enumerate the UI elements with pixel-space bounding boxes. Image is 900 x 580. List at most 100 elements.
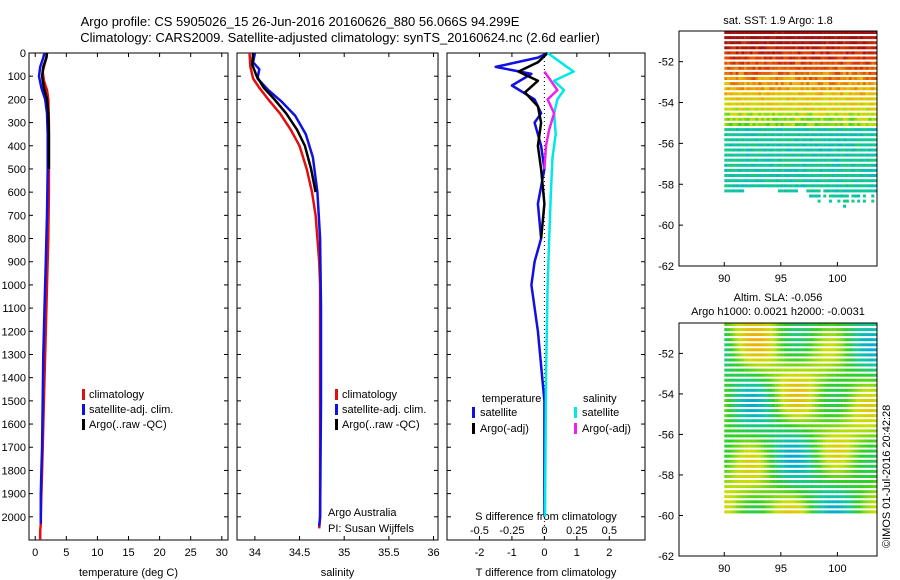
heatmap-cell [817, 373, 821, 377]
heatmap-cell [746, 148, 750, 152]
heatmap-cell [749, 56, 753, 60]
heatmap-cell [874, 383, 878, 387]
heatmap-cell [763, 102, 767, 106]
heatmap-cell [735, 189, 739, 193]
heatmap-cell [749, 490, 753, 494]
heatmap-cell [763, 323, 767, 326]
heatmap-cell [786, 353, 790, 357]
heatmap-cell [761, 102, 764, 106]
heatmap-cell [761, 333, 764, 337]
heatmap-cell [761, 454, 764, 458]
heatmap-cell [868, 348, 872, 352]
heatmap-cell [727, 174, 731, 177]
heatmap-cell [837, 143, 841, 147]
heatmap-cell [809, 51, 813, 55]
heatmap-cell [828, 409, 832, 413]
heatmap-cell [862, 495, 866, 499]
heatmap-cell [857, 102, 861, 106]
heatmap-cell [862, 348, 866, 352]
heatmap-cell [854, 338, 858, 342]
heatmap-cell [800, 138, 804, 142]
heatmap-cell [763, 128, 767, 132]
heatmap-cell [800, 51, 804, 55]
heatmap-cell [775, 459, 779, 463]
heatmap-cell [795, 444, 798, 448]
heatmap-cell [828, 505, 832, 509]
heatmap-cell [789, 61, 793, 65]
heatmap-cell [795, 414, 798, 418]
heatmap-cell [789, 189, 793, 193]
heatmap-cell [868, 363, 872, 367]
heatmap-cell [763, 414, 767, 418]
heatmap-cell [843, 475, 847, 478]
heatmap-cell [854, 475, 858, 478]
heatmap-cell [763, 444, 767, 448]
heatmap-cell [874, 495, 878, 499]
heatmap-cell [772, 449, 776, 453]
heatmap-cell [783, 148, 787, 152]
heatmap-cell [724, 500, 728, 504]
heatmap-cell [775, 112, 779, 116]
heatmap-cell [763, 475, 767, 478]
heatmap-cell [752, 179, 756, 183]
heatmap-cell [746, 419, 750, 423]
heatmap-cell [775, 444, 779, 448]
heatmap-cell [744, 323, 748, 326]
heatmap-cell [811, 409, 815, 413]
heatmap-cell [834, 77, 838, 80]
heatmap-cell [786, 328, 790, 332]
heatmap-cell [729, 133, 733, 137]
heatmap-cell [735, 46, 739, 50]
heatmap-cell [780, 393, 784, 397]
heatmap-cell [840, 194, 844, 198]
heatmap-cell [772, 333, 776, 337]
heatmap-cell [837, 148, 841, 152]
lat-tick-label: -58 [658, 179, 674, 191]
heatmap-cell [778, 323, 781, 326]
legend-swatch [574, 423, 577, 434]
heatmap-cell [772, 434, 776, 438]
heatmap-cell [789, 77, 793, 80]
heatmap-cell [803, 31, 807, 34]
heatmap-cell [795, 148, 798, 152]
heatmap-cell [795, 46, 798, 50]
heatmap-cell [761, 61, 764, 65]
heatmap-cell [763, 409, 767, 413]
heatmap-cell [871, 82, 875, 86]
heatmap-cell [820, 148, 824, 152]
heatmap-cell [724, 399, 728, 402]
heatmap-cell [746, 490, 750, 494]
heatmap-cell [800, 77, 804, 80]
heatmap-cell [797, 184, 801, 188]
heatmap-cell [814, 434, 818, 438]
heatmap-cell [817, 495, 821, 499]
lon-tick-label: 90 [718, 273, 730, 285]
heatmap-cell [800, 449, 804, 453]
heatmap-cell [775, 36, 779, 40]
heatmap-cell [868, 31, 872, 34]
heatmap-cell [792, 82, 796, 86]
heatmap-cell [761, 107, 764, 111]
heatmap-cell [857, 358, 861, 362]
heatmap-cell [843, 92, 847, 96]
heatmap-cell [735, 333, 739, 337]
heatmap-cell [840, 168, 844, 172]
heatmap-cell [727, 358, 731, 362]
heatmap-cell [752, 128, 756, 132]
heatmap-cell [738, 373, 742, 377]
profile-panels: 0100200300400500600700800900100011001200… [2, 48, 646, 579]
heatmap-cell [769, 51, 773, 55]
heatmap-cell [868, 475, 872, 478]
heatmap-cell [797, 77, 801, 80]
heatmap-cell [775, 449, 779, 453]
heatmap-cell [820, 87, 824, 91]
heatmap-cell [851, 163, 855, 167]
heatmap-cell [874, 358, 878, 362]
heatmap-cell [735, 56, 739, 60]
heatmap-cell [749, 424, 753, 428]
heatmap-cell [783, 31, 787, 34]
heatmap-cell [851, 358, 855, 362]
heatmap-cell [840, 179, 844, 183]
heatmap-cell [826, 163, 830, 167]
heatmap-cell [826, 414, 830, 418]
